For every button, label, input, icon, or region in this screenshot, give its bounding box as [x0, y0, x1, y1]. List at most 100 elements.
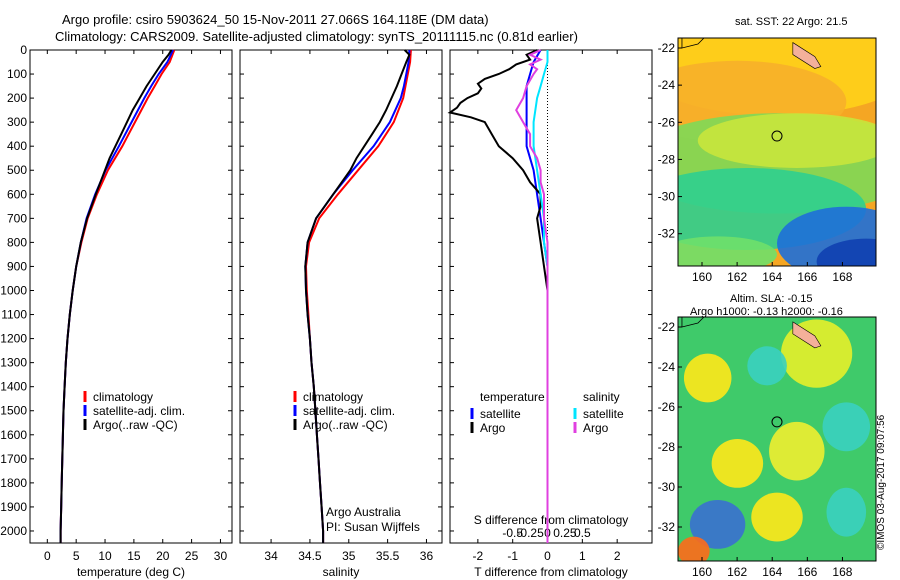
x-tick-label: 5	[73, 549, 80, 563]
x-tick-label: 10	[98, 549, 112, 563]
lat-tick-label: -30	[658, 190, 676, 204]
map-field-blob	[751, 492, 803, 542]
y-tick-label: 1800	[0, 476, 27, 490]
lat-tick-label: -22	[658, 320, 676, 334]
lon-tick-label: 164	[762, 565, 782, 579]
sla-map-title-1: Altim. SLA: -0.15	[730, 293, 813, 305]
panel-frame	[239, 49, 443, 544]
lat-tick-label: -30	[658, 480, 676, 494]
x-tick-label: 0	[544, 549, 551, 563]
x-tick-label: 15	[127, 549, 141, 563]
map-frame	[677, 37, 877, 267]
panel-frame	[29, 49, 233, 544]
y-tick-label: 1300	[0, 356, 27, 370]
y-tick-label: 200	[7, 91, 27, 105]
y-tick-label: 600	[7, 187, 27, 201]
x-tick-label: 35.5	[376, 549, 400, 563]
y-tick-label: 1100	[1, 308, 27, 322]
x-axis-label: salinity	[323, 565, 360, 579]
x-tick-label: 25	[185, 549, 199, 563]
y-tick-label: 1000	[0, 283, 27, 297]
annotation-pi: PI: Susan Wijffels	[326, 520, 420, 534]
y-tick-label: 400	[7, 139, 27, 153]
coastline	[681, 38, 705, 49]
title-line-2: Climatology: CARS2009. Satellite-adjuste…	[55, 29, 578, 44]
y-tick-label: 500	[7, 163, 27, 177]
legend-heading-temperature: temperature	[480, 390, 545, 404]
y-tick-label: 1500	[0, 404, 27, 418]
lon-tick-label: 168	[832, 270, 852, 284]
map-field-blob	[697, 113, 876, 168]
lat-tick-label: -32	[658, 520, 676, 534]
lon-tick-label: 162	[727, 565, 747, 579]
lon-tick-label: 164	[762, 270, 782, 284]
legend-heading-salinity: salinity	[583, 390, 620, 404]
panel-frame	[449, 49, 653, 544]
lat-tick-label: -28	[658, 152, 676, 166]
lon-tick-label: 160	[692, 270, 712, 284]
map-field-blob	[822, 402, 871, 452]
lon-tick-label: 162	[727, 270, 747, 284]
x-tick-label: 30	[214, 549, 228, 563]
legend-label: Argo	[583, 421, 609, 435]
y-tick-label: 800	[7, 235, 27, 249]
x-tick-label: 34.5	[298, 549, 322, 563]
y-tick-label: 1400	[0, 380, 27, 394]
map-frame	[677, 316, 877, 562]
x-tick-label: 35	[342, 549, 356, 563]
copyright-label: ©IMOS 03-Aug-2017 09:07:56	[876, 414, 887, 550]
x-tick-label: -1	[507, 549, 518, 563]
x2-tick-label: 0.5	[574, 526, 591, 540]
map-field-blob	[769, 421, 825, 481]
coastline	[681, 317, 705, 328]
y-tick-label: 1600	[0, 428, 27, 442]
x-tick-label: 20	[156, 549, 170, 563]
x-tick-label: 34	[264, 549, 278, 563]
x-tick-label: 0	[44, 549, 51, 563]
land-new-caledonia	[792, 321, 822, 349]
legend-label: Argo(..raw -QC)	[303, 418, 388, 432]
sla-map-title-2: Argo h1000: -0.13 h2000: -0.16	[690, 306, 843, 318]
lon-tick-label: 160	[692, 565, 712, 579]
legend-label: satellite	[480, 407, 521, 421]
map-field-blob	[678, 236, 777, 266]
y-tick-label: 100	[7, 67, 27, 81]
lat-tick-label: -24	[658, 360, 676, 374]
series-line	[515, 49, 549, 543]
sla-map	[677, 316, 877, 562]
y-tick-label: 700	[7, 211, 27, 225]
legend-label: satellite	[583, 407, 624, 421]
x2-tick-label: -0.25	[516, 526, 544, 540]
map-field-blob	[816, 238, 876, 266]
legend-label: climatology	[303, 390, 363, 404]
x-axis-label: T difference from climatology	[474, 565, 628, 579]
lon-tick-label: 166	[797, 270, 817, 284]
sst-map-title: sat. SST: 22 Argo: 21.5	[735, 16, 848, 28]
lon-tick-label: 166	[797, 565, 817, 579]
x2-axis-label: S difference from climatology	[474, 513, 629, 527]
map-field-blob	[683, 353, 732, 403]
annotation-argo-australia: Argo Australia	[326, 505, 401, 519]
legend-label: climatology	[93, 390, 153, 404]
map-field-blob	[780, 319, 853, 388]
legend-label: satellite-adj. clim.	[303, 404, 395, 418]
x-tick-label: 36	[420, 549, 434, 563]
map-field-blob	[678, 536, 710, 561]
y-tick-label: 2000	[0, 524, 27, 538]
x2-tick-label: 0.25	[553, 526, 577, 540]
y-tick-label: 0	[20, 43, 27, 57]
legend-label: satellite-adj. clim.	[93, 404, 185, 418]
title-line-1: Argo profile: csiro 5903624_50 15-Nov-20…	[62, 12, 489, 27]
map-field-blob	[711, 439, 764, 488]
x-axis-label: temperature (deg C)	[77, 565, 185, 579]
legend-label: Argo(..raw -QC)	[93, 418, 178, 432]
sst-map	[677, 37, 877, 267]
x-tick-label: 2	[614, 549, 621, 563]
map-field-blob	[689, 500, 746, 549]
legend-label: Argo	[480, 421, 506, 435]
map-field-blob	[747, 346, 787, 386]
argo-location-marker	[771, 416, 783, 428]
map-field-blob	[826, 487, 867, 537]
lat-tick-label: -28	[658, 440, 676, 454]
